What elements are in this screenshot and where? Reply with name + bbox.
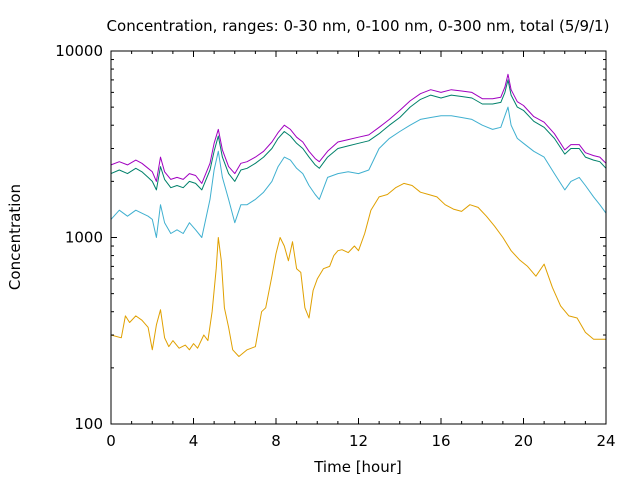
x-tick-label: 12 — [349, 432, 368, 450]
y-tick-label: 10000 — [55, 42, 103, 60]
x-axis-title: Time [hour] — [313, 458, 402, 476]
x-tick-label: 16 — [431, 432, 450, 450]
y-tick-label: 1000 — [65, 229, 103, 247]
x-tick-label: 20 — [514, 432, 533, 450]
y-tick-label: 100 — [74, 415, 103, 433]
plot-frame — [110, 50, 607, 425]
y-axis-title: Concentration — [6, 184, 24, 290]
series-line-3 — [110, 79, 607, 191]
series-line-1 — [110, 182, 606, 357]
axes-layer: 0 4 8 12 16 20 24 100 1000 10000 — [55, 42, 615, 450]
series-line-4 — [110, 73, 607, 184]
chart-title: Concentration, ranges: 0-30 nm, 0-100 nm… — [107, 17, 610, 35]
x-tick-label: 8 — [271, 432, 281, 450]
series-layer — [110, 73, 607, 357]
series-line-2 — [110, 106, 607, 238]
x-tick-label: 24 — [596, 432, 615, 450]
x-tick-label: 4 — [189, 432, 199, 450]
x-tick-label: 0 — [106, 432, 116, 450]
